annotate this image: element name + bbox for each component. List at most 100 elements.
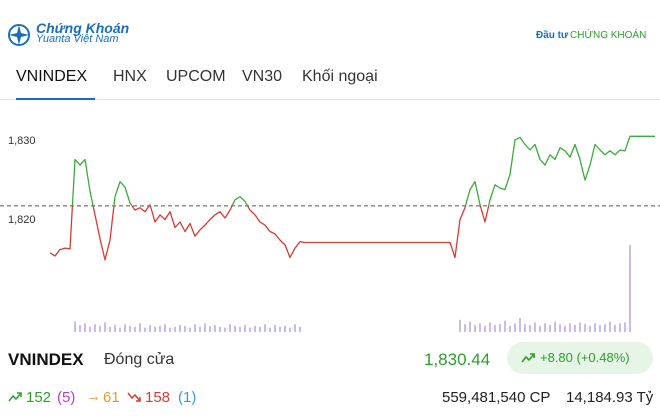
volume-bar [84,323,86,332]
volume-bar [539,325,541,332]
change-badge: +8.80 (+0.48%) [507,342,653,374]
brand-line2: Yuanta Việt Nam [36,33,119,45]
volume-bar [239,326,241,332]
volume-bar [74,321,76,332]
volume-bar [464,324,466,332]
volume-bar [284,325,286,332]
volume-bar [254,325,256,332]
volume-bar [114,325,116,332]
volume-bar [174,326,176,332]
volume-bar [564,325,566,332]
index-name: VNINDEX [8,350,84,369]
unchanged-count: 61 [103,389,120,406]
volume-bar [209,325,211,332]
volume-bar [469,321,471,332]
volume-bar [224,327,226,332]
volume-bar [619,323,621,332]
down-count: 158 [145,389,171,406]
volume-bar [94,324,96,332]
tab-underline [16,98,95,100]
volume-bar [104,322,106,332]
volume-bar [169,327,171,332]
volume-bar [289,327,291,332]
volume-bar [139,323,141,332]
volume-bar [99,325,101,332]
volume-bar [489,322,491,332]
volume-bar [194,324,196,332]
partner-prefix: Đầu tư [536,30,569,41]
volume-bar [479,323,481,332]
volume-bar [249,327,251,332]
volume-bar [514,323,516,332]
volume-bar [534,322,536,332]
volume-bar [279,326,281,332]
volume-bar [504,320,506,332]
volume-bar [554,321,556,332]
down-icon [127,392,141,402]
brand-line1: Chứng Khoán [36,20,130,36]
volume-bar [579,322,581,332]
tab[interactable]: Khối ngoại [302,68,378,85]
volume-bar [109,326,111,332]
volume-bar [609,321,611,332]
volume-bar [549,325,551,332]
volume-bar [624,322,626,332]
up-icon [8,392,22,402]
tab-divider [0,99,660,100]
partner-name: CHỨNG KHOÁN [570,30,647,41]
tab[interactable]: VNINDEX [16,68,88,85]
status: Đóng cửa [104,351,175,368]
volume-bar [294,324,296,332]
volume-bar [234,325,236,332]
volume-bar [544,323,546,332]
floor-count: (1) [178,389,197,406]
volume-bar [219,326,221,332]
volume-bar [184,325,186,332]
volume-bar [179,325,181,332]
volume-bar [214,325,216,332]
y-tick-label: 1,820 [8,214,36,226]
volume-bar [264,324,266,332]
volume-bar [119,327,121,332]
logo-icon [8,24,30,46]
change-value: +8.80 (+0.48%) [540,350,630,365]
volume-bar [614,325,616,332]
y-tick-label: 1,830 [8,135,36,147]
volume-bar [89,326,91,332]
volume-bar [494,325,496,332]
volume-bar [134,326,136,332]
chart: 1,820 1,830 [0,135,660,332]
flat-icon: → [86,388,101,405]
volume-bar [604,324,606,332]
volume-bar [529,325,531,332]
close-value: 1,830.44 [424,350,491,369]
volume-bar [244,325,246,332]
tab[interactable]: VN30 [242,68,283,85]
volume-bar [124,324,126,332]
volume-bar [484,325,486,332]
volume-bar [594,323,596,332]
price-line [49,135,655,261]
volume-bar [129,325,131,332]
up-icon [521,353,535,363]
volume-bar [79,325,81,332]
volume-bar [269,327,271,332]
volume-bar [159,325,161,332]
volume-bar [524,324,526,332]
volume-bar [299,326,301,332]
volume-bar [509,325,511,332]
volume-bar [629,245,631,332]
volume-bar [559,324,561,332]
volume-bar [199,326,201,332]
volume-bar [599,325,601,332]
tab[interactable]: UPCOM [166,68,226,85]
total-volume: 559,481,540 CP [442,389,551,406]
volume-bar [144,327,146,332]
volume-bar [519,318,521,332]
volume-bar [164,324,166,332]
volume-bar [569,323,571,332]
volume-bar [229,324,231,332]
volume-bar [259,326,261,332]
tab[interactable]: HNX [113,68,147,85]
